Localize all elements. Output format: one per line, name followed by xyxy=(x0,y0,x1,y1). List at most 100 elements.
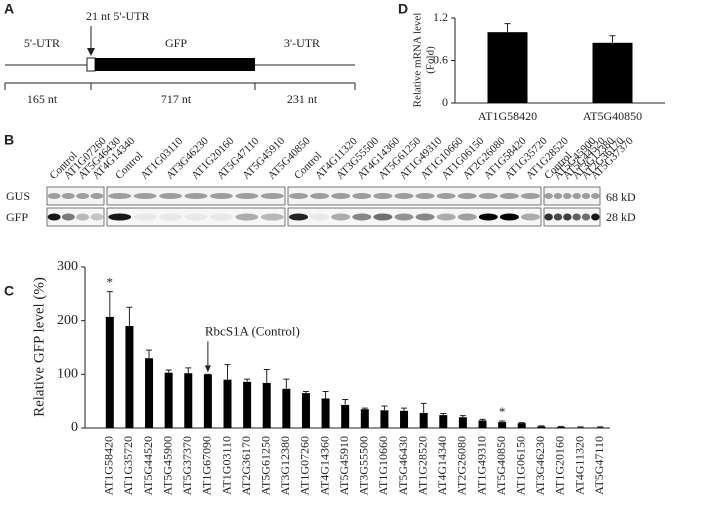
x-tick-label: AT4G14360 xyxy=(317,436,331,495)
arrow-head xyxy=(87,48,95,56)
error-bar xyxy=(609,35,616,43)
gfp-label: GFP xyxy=(165,36,187,50)
blot-frame xyxy=(543,186,601,206)
gus-band xyxy=(591,193,600,199)
gfp-band xyxy=(553,213,563,221)
size-label: 28 kD xyxy=(606,210,636,224)
annotation: * xyxy=(107,275,114,290)
x-tick-label: AT5G47110 xyxy=(592,436,606,495)
y-tick-label: 1.2 xyxy=(433,10,448,24)
panel-letter: D xyxy=(398,1,408,17)
gus-band xyxy=(457,193,477,199)
bar xyxy=(164,372,173,428)
error-bar xyxy=(165,369,172,373)
x-tick-label: AT1G07260 xyxy=(298,436,312,495)
bar xyxy=(537,426,546,428)
bar xyxy=(262,382,271,428)
bar xyxy=(243,381,252,428)
bar xyxy=(556,426,565,428)
x-tick-label: AT5G45910 xyxy=(337,436,351,495)
size-label: 68 kD xyxy=(606,190,636,204)
error-bar xyxy=(185,367,192,374)
error-bar xyxy=(361,407,368,410)
x-tick-label: AT3G46230 xyxy=(533,436,547,495)
gfp-band xyxy=(563,213,572,221)
blot-frame xyxy=(287,186,542,206)
gus-band xyxy=(352,193,372,199)
bar xyxy=(105,316,114,428)
x-tick-label: AT1G03110 xyxy=(219,436,233,495)
bar xyxy=(341,404,350,428)
panel-letter: B xyxy=(4,132,14,148)
bar xyxy=(360,409,369,428)
panel-letter: C xyxy=(4,283,14,299)
length-label: 231 nt xyxy=(287,92,318,106)
x-tick-label: AT1G35720 xyxy=(121,436,135,495)
gus-band xyxy=(159,193,183,199)
gfp-band xyxy=(520,213,540,221)
blot-frame xyxy=(46,186,105,206)
bar xyxy=(498,422,507,428)
x-tick-label: AT4G11320 xyxy=(572,436,586,495)
blot-frame xyxy=(287,207,542,227)
y-tick-label: 0.6 xyxy=(433,52,448,66)
error-bar xyxy=(557,425,564,427)
bar xyxy=(380,410,389,428)
error-bar xyxy=(322,391,329,399)
x-tick-label: AT1G06150 xyxy=(513,436,527,495)
x-tick-label: AT5G46430 xyxy=(396,436,410,495)
x-tick-label: AT2G26080 xyxy=(455,436,469,495)
bar xyxy=(458,417,467,428)
x-tick-label: AT3G55500 xyxy=(357,436,371,495)
x-tick-label: AT1G58420 xyxy=(478,109,537,123)
gfp-band xyxy=(572,213,581,221)
error-bar xyxy=(302,391,309,394)
x-tick-label: AT5G40850 xyxy=(494,436,508,495)
utr5-label: 5'-UTR xyxy=(24,36,60,50)
error-bar xyxy=(504,23,511,33)
x-tick-label: AT5G37370 xyxy=(180,436,194,495)
error-bar xyxy=(283,378,290,389)
y-axis-label: Relative mRNA level xyxy=(412,13,424,108)
gfp-band xyxy=(47,213,61,221)
gus-band xyxy=(184,193,208,199)
bar xyxy=(145,358,154,428)
gus-band xyxy=(436,193,456,199)
gfp-band xyxy=(499,213,519,221)
x-tick-label: AT5G44520 xyxy=(141,436,155,495)
gfp-band xyxy=(76,213,90,221)
error-bar xyxy=(263,369,270,383)
annotation-arrowhead xyxy=(204,365,211,373)
gfp-band xyxy=(260,213,284,221)
error-bar xyxy=(381,405,388,411)
x-tick-label: AT1G67090 xyxy=(200,436,214,495)
gfp-band xyxy=(591,213,600,221)
y-tick-label: 0 xyxy=(442,95,448,109)
gus-band xyxy=(133,193,157,199)
gfp-band xyxy=(90,213,104,221)
gfp-band xyxy=(108,213,132,221)
gfp-band xyxy=(394,213,414,221)
gus-band xyxy=(544,193,553,199)
gfp-band xyxy=(235,213,259,221)
error-bar xyxy=(538,425,545,427)
x-tick-label: AT2G36170 xyxy=(239,436,253,495)
y-tick-label: 100 xyxy=(57,367,78,382)
bar xyxy=(301,393,310,428)
bar xyxy=(576,427,585,428)
error-bar xyxy=(244,378,251,382)
x-tick-label: AT5G61250 xyxy=(258,436,272,495)
x-tick-label: AT1G28520 xyxy=(415,436,429,495)
x-tick-label: AT1G58420 xyxy=(102,436,116,495)
gus-band xyxy=(581,193,591,199)
gus-band xyxy=(289,193,309,199)
bar xyxy=(223,379,232,428)
panel-letter: A xyxy=(4,1,14,17)
y-tick-label: 300 xyxy=(57,259,78,274)
bar xyxy=(592,42,633,103)
gfp-band xyxy=(331,213,351,221)
bar xyxy=(517,423,526,428)
gfp-band xyxy=(544,213,553,221)
x-tick-label: AT1G20160 xyxy=(553,436,567,495)
x-tick-label: AT5G40850 xyxy=(583,109,642,123)
